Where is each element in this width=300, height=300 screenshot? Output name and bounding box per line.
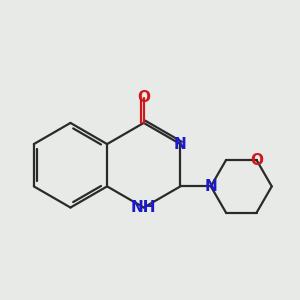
- Text: NH: NH: [131, 200, 157, 215]
- Text: N: N: [174, 136, 187, 152]
- Text: N: N: [205, 179, 217, 194]
- Text: O: O: [137, 90, 150, 105]
- Text: O: O: [250, 152, 263, 167]
